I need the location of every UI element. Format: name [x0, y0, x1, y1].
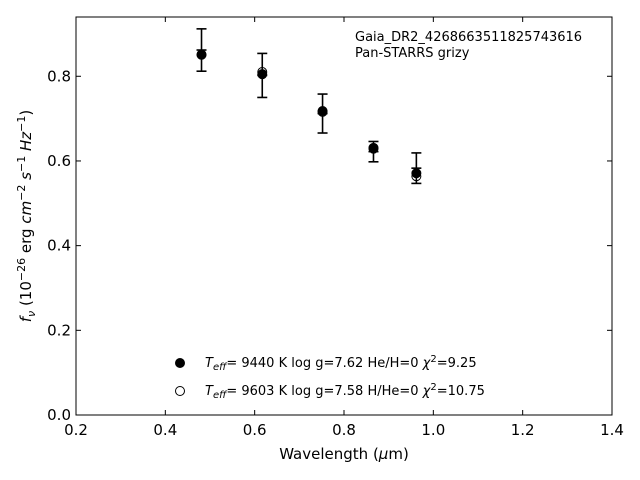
point-filled [317, 105, 328, 116]
legend-marker-open [175, 386, 185, 396]
point-open [411, 171, 422, 182]
y-tick-label: 0.0 [47, 406, 71, 424]
point-filled [368, 143, 379, 154]
y-tick-label: 0.8 [47, 67, 71, 85]
annotation-line-1: Gaia_DR2_4268663511825743616 [355, 30, 582, 45]
point-open [368, 142, 379, 153]
point-open [317, 106, 328, 117]
y-tick-label: 0.6 [47, 152, 71, 170]
point-open [257, 67, 268, 78]
legend-label-1: Teff= 9440 K log g=7.62 He/H=0 χ2=9.25 [205, 354, 477, 373]
y-tick-label: 0.4 [47, 237, 71, 255]
x-tick-label: 1.0 [421, 421, 445, 439]
legend-marker-filled [175, 358, 185, 368]
point-open [196, 49, 207, 60]
annotation-line-2: Pan-STARRS grizy [355, 46, 470, 61]
error-bar [411, 152, 422, 185]
x-tick-label: 0.8 [332, 421, 356, 439]
x-tick-label: 0.2 [64, 421, 88, 439]
legend: Teff= 9440 K log g=7.62 He/H=0 χ2=9.25 T… [175, 354, 485, 401]
x-axis-label: Wavelength (μm) [279, 445, 409, 463]
x-tick-label: 0.4 [153, 421, 177, 439]
legend-label-2: Teff= 9603 K log g=7.58 H/He=0 χ2=10.75 [205, 382, 485, 401]
point-filled [411, 168, 422, 179]
y-axis-label: fν (10−26 erg cm−2 s−1 Hz−1) [15, 110, 38, 323]
x-tick-label: 0.6 [243, 421, 267, 439]
point-filled [257, 69, 268, 80]
x-tick-label: 1.4 [600, 421, 624, 439]
y-tick-label: 0.2 [47, 321, 71, 339]
x-tick-label: 1.2 [511, 421, 535, 439]
data-points [196, 49, 422, 182]
axis-ticks: 0.2 0.4 0.6 0.8 1.0 1.2 1.40.00.20.40.60.8 [47, 17, 624, 439]
